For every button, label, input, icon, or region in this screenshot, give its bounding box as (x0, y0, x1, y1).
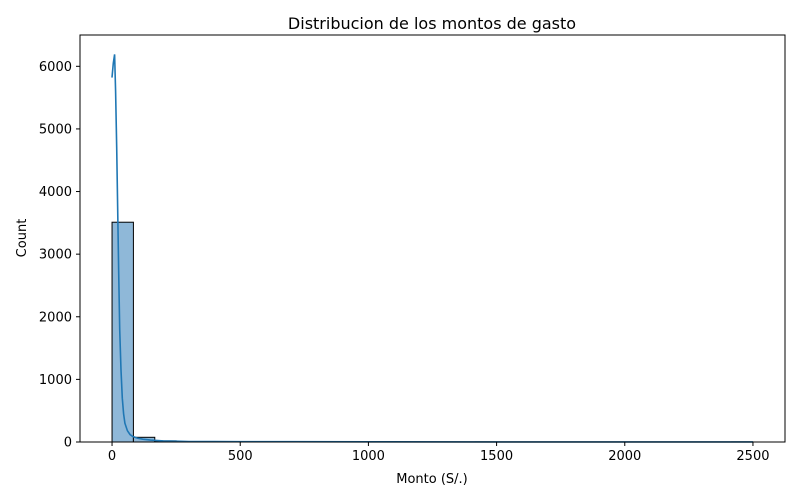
x-tick-label: 2000 (608, 449, 641, 464)
x-tick-label: 0 (108, 449, 116, 464)
y-tick-label: 4000 (39, 185, 72, 200)
y-tick-label: 6000 (39, 60, 72, 75)
y-axis: 0 1000 2000 3000 4000 5000 6000 (39, 60, 80, 451)
y-axis-label: Count (15, 219, 30, 258)
chart-title: Distribucion de los montos de gasto (288, 14, 576, 33)
y-tick-label: 5000 (39, 122, 72, 137)
kde-line (111, 54, 753, 443)
x-tick-label: 1500 (480, 449, 513, 464)
y-tick-label: 3000 (39, 248, 72, 263)
x-axis: 0 500 1000 1500 2000 2500 (108, 442, 770, 464)
y-tick-label: 0 (64, 436, 72, 451)
y-tick-label: 2000 (39, 310, 72, 325)
x-tick-label: 2500 (736, 449, 769, 464)
y-tick-label: 1000 (39, 373, 72, 388)
x-axis-label: Monto (S/.) (396, 472, 468, 487)
plot-area (111, 54, 754, 443)
x-tick-label: 500 (228, 449, 253, 464)
axes-frame (79, 34, 786, 443)
x-tick-label: 1000 (352, 449, 385, 464)
